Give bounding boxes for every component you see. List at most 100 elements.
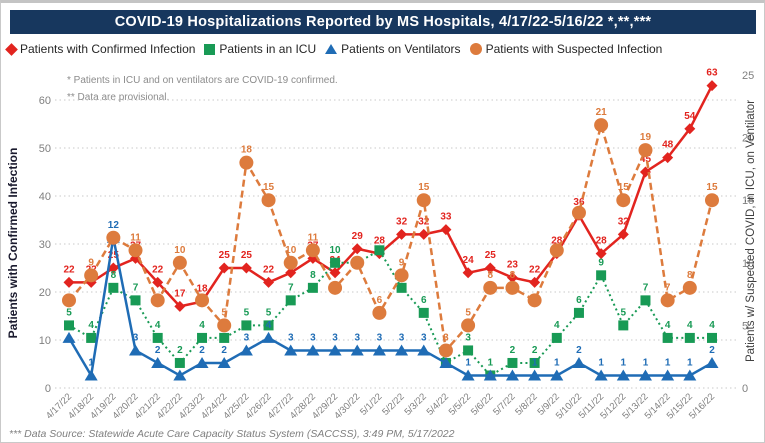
data-point-marker: [218, 262, 230, 274]
data-point-marker: [416, 193, 431, 208]
data-point-marker: [638, 369, 652, 381]
data-label: 10: [330, 245, 342, 256]
data-point-marker: [263, 320, 274, 331]
data-label: 21: [596, 107, 608, 118]
data-label: 8: [310, 270, 316, 281]
data-point-marker: [528, 369, 542, 381]
data-point-marker: [660, 293, 675, 308]
data-label: 5: [66, 307, 72, 318]
data-label: 25: [485, 250, 497, 261]
svg-text:60: 60: [39, 95, 51, 107]
data-label: 32: [418, 216, 430, 227]
data-point-marker: [372, 344, 386, 356]
data-label: 6: [576, 295, 582, 306]
svg-text:10: 10: [39, 335, 51, 347]
data-label: 1: [665, 357, 671, 368]
data-point-marker: [128, 243, 143, 258]
data-label: 45: [640, 154, 652, 165]
data-point-marker: [638, 143, 653, 158]
data-point-marker: [351, 243, 363, 255]
data-label: 1: [487, 357, 493, 368]
data-point-marker: [549, 243, 564, 258]
legend-item-suspected: Patients with Suspected Infection: [469, 42, 663, 56]
data-label: 2: [532, 345, 538, 356]
data-label: 1: [88, 357, 94, 368]
svg-text:5: 5: [742, 320, 748, 332]
svg-text:5/1/22: 5/1/22: [358, 391, 384, 417]
svg-text:5/2/22: 5/2/22: [380, 391, 406, 417]
data-label: 7: [133, 282, 139, 293]
data-label: 2: [709, 345, 715, 356]
data-label: 7: [288, 282, 294, 293]
data-label: 25: [219, 250, 231, 261]
data-point-marker: [594, 118, 609, 133]
svg-text:5/7/22: 5/7/22: [491, 391, 517, 417]
data-label: 15: [418, 182, 430, 193]
data-point-marker: [263, 276, 275, 288]
data-label: 8: [111, 270, 117, 281]
data-point-marker: [62, 331, 76, 343]
footnote-2: ** Data are provisional.: [67, 92, 170, 103]
data-point-marker: [706, 332, 717, 343]
data-point-marker: [461, 369, 475, 381]
data-point-marker: [328, 280, 343, 295]
data-label: 2: [221, 345, 227, 356]
footnote-1: * Patients in ICU and on ventilators are…: [67, 75, 338, 86]
data-label: 2: [155, 345, 161, 356]
data-label: 9: [399, 257, 405, 268]
data-point-marker: [262, 331, 276, 343]
data-label: 9: [598, 257, 604, 268]
svg-text:5/6/22: 5/6/22: [469, 391, 495, 417]
data-point-marker: [84, 268, 99, 283]
data-point-marker: [62, 293, 76, 308]
data-label: 3: [399, 332, 405, 343]
data-label: 3: [354, 332, 360, 343]
data-label: 18: [196, 284, 208, 295]
data-point-marker: [617, 228, 629, 240]
data-label: 63: [706, 68, 718, 79]
data-point-marker: [239, 155, 254, 170]
svg-text:20: 20: [742, 133, 754, 145]
data-label: 32: [396, 216, 408, 227]
data-point-marker: [551, 332, 562, 343]
data-label: 1: [621, 357, 627, 368]
data-point-marker: [197, 332, 208, 343]
chart-title-bar: COVID-19 Hospitalizations Reported by MS…: [10, 10, 756, 34]
data-label: 11: [130, 232, 141, 243]
triangle-marker-icon: [325, 44, 338, 54]
data-label: 23: [507, 260, 519, 271]
data-point-marker: [219, 332, 230, 343]
data-point-marker: [463, 345, 474, 356]
data-point-marker: [328, 344, 342, 356]
data-point-marker: [374, 245, 385, 256]
data-label: 28: [551, 236, 563, 247]
svg-text:0: 0: [742, 383, 748, 395]
svg-text:40: 40: [39, 191, 51, 203]
svg-text:5/8/22: 5/8/22: [513, 391, 539, 417]
data-point-marker: [571, 205, 586, 220]
data-point-marker: [616, 193, 631, 208]
data-point-marker: [594, 369, 608, 381]
data-point-marker: [417, 344, 431, 356]
data-point-marker: [440, 224, 452, 236]
chart-title: COVID-19 Hospitalizations Reported by MS…: [114, 14, 652, 30]
data-label: 3: [465, 332, 471, 343]
data-point-marker: [396, 282, 407, 293]
series-line: [67, 237, 713, 380]
data-label: 1: [554, 357, 560, 368]
data-point-marker: [461, 318, 476, 333]
data-point-marker: [529, 357, 540, 368]
legend-label: Patients with Suspected Infection: [485, 42, 663, 56]
data-point-marker: [305, 243, 320, 258]
chart-canvas: 010203040506005101520254/17/224/18/224/1…: [6, 68, 757, 422]
data-label: 4: [266, 320, 272, 331]
svg-text:10: 10: [742, 258, 754, 270]
data-label: 1: [532, 357, 538, 368]
series-line: [68, 248, 712, 377]
data-label: 25: [241, 250, 253, 261]
data-point-marker: [438, 343, 453, 358]
data-source-note: *** Data Source: Statewide Acute Care Ca…: [9, 428, 455, 440]
data-label: 3: [443, 332, 449, 343]
svg-text:5/5/22: 5/5/22: [447, 391, 473, 417]
